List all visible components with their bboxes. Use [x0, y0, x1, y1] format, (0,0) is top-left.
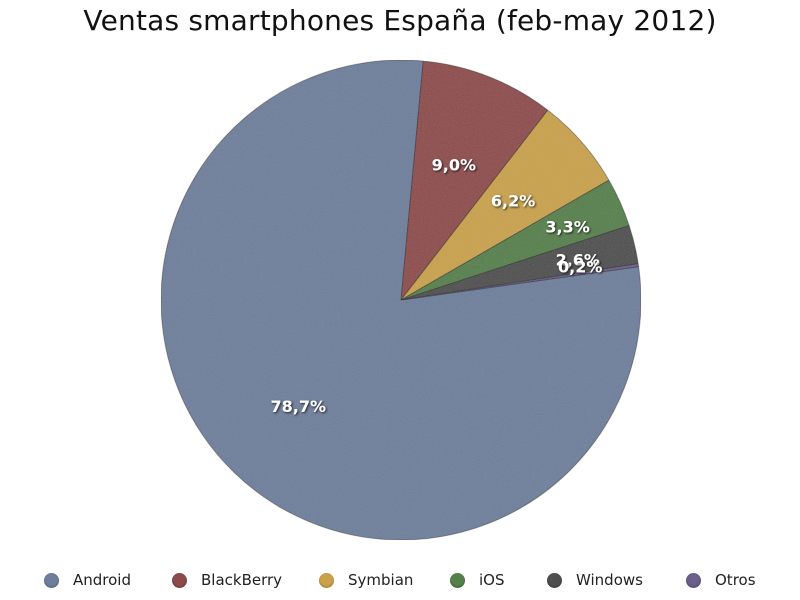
legend-item-blackberry: BlackBerry [172, 568, 282, 592]
slice-label-windows: 2,6% [556, 250, 600, 269]
legend-label-symbian: Symbian [348, 571, 414, 589]
legend-swatch-android [44, 572, 59, 588]
legend-label-otros: Otros [715, 571, 756, 589]
legend: Android BlackBerry Symbian iOS Windows O… [0, 568, 800, 592]
legend-swatch-windows [547, 572, 562, 588]
pie-slice-otros [400, 263, 640, 301]
legend-label-android: Android [73, 571, 131, 589]
legend-label-blackberry: BlackBerry [201, 571, 283, 589]
slice-label-otros: 0,2% [558, 257, 602, 276]
legend-item-android: Android [44, 568, 131, 592]
legend-item-windows: Windows [547, 568, 643, 592]
slice-label-symbian: 6,2% [491, 192, 535, 211]
slice-label-blackberry: 9,0% [432, 156, 476, 175]
chart-title: Ventas smartphones España (feb-may 2012) [83, 4, 717, 37]
slice-label-android: 78,7% [271, 397, 327, 416]
legend-label-ios: iOS [479, 571, 505, 589]
legend-swatch-ios [450, 572, 465, 588]
pie-slice-blackberry [400, 60, 549, 302]
legend-item-otros: Otros [686, 568, 756, 592]
legend-item-ios: iOS [450, 568, 505, 592]
legend-swatch-otros [686, 572, 701, 588]
legend-swatch-symbian [319, 572, 334, 588]
legend-swatch-blackberry [172, 572, 187, 588]
legend-label-windows: Windows [576, 571, 643, 589]
legend-item-symbian: Symbian [319, 568, 413, 592]
pie-chart: 78,7% 9,0% 6,2% 3,3% 2,6%0,2% [160, 59, 642, 541]
slice-label-ios: 3,3% [545, 217, 589, 236]
